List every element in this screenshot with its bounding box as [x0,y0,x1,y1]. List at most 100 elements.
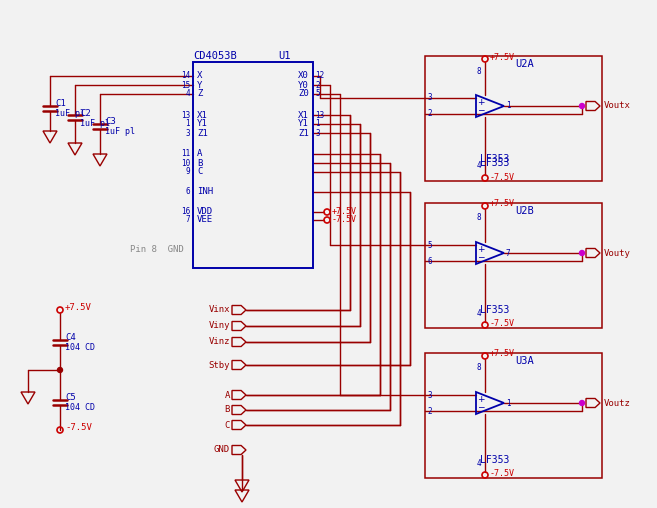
Text: U1: U1 [278,51,290,61]
Text: 1uF pl: 1uF pl [55,110,85,118]
Text: Y: Y [197,80,202,89]
Text: A: A [197,149,202,158]
Text: Z0: Z0 [298,89,309,99]
Text: Vinz: Vinz [208,337,230,346]
Text: Y1: Y1 [298,119,309,129]
Text: C5: C5 [65,394,76,402]
Text: +7.5V: +7.5V [490,350,515,359]
Text: U2A: U2A [515,59,533,69]
Text: 10: 10 [181,158,190,168]
Bar [425,353,602,478]
Text: Voutx: Voutx [604,102,631,111]
Text: 6: 6 [185,187,190,197]
Circle shape [579,400,585,405]
Text: Vouty: Vouty [604,248,631,258]
Text: 9: 9 [185,168,190,176]
Text: 104 CD: 104 CD [65,403,95,412]
Text: C: C [197,168,202,176]
Text: Z1: Z1 [197,129,208,138]
Text: B: B [225,405,230,415]
Text: 3: 3 [427,391,432,399]
Text: Viny: Viny [208,322,230,331]
Text: Z1: Z1 [298,129,309,138]
Text: 8: 8 [476,213,481,223]
Text: GND: GND [214,446,230,455]
Text: Y0: Y0 [298,80,309,89]
Text: 3: 3 [427,93,432,103]
Text: 1: 1 [185,119,190,129]
Text: CD4053B: CD4053B [193,51,237,61]
Text: C2: C2 [80,109,91,117]
Text: B: B [197,158,202,168]
Text: X1: X1 [298,111,309,119]
Text: LF353: LF353 [480,158,509,168]
Text: +7.5V: +7.5V [490,52,515,61]
Bar [425,203,602,328]
Text: Y1: Y1 [197,119,208,129]
Text: 4: 4 [476,459,481,467]
Text: 14: 14 [181,72,190,80]
Text: -7.5V: -7.5V [490,320,515,329]
Text: -7.5V: -7.5V [65,424,92,432]
Text: U3A: U3A [515,356,533,366]
Text: +: + [477,395,485,403]
Text: 8: 8 [476,364,481,372]
Text: +: + [477,244,485,253]
Text: LF353: LF353 [480,305,509,315]
Text: 1uF pl: 1uF pl [80,118,110,128]
Text: C1: C1 [55,100,66,109]
Text: +7.5V: +7.5V [490,200,515,208]
Text: X0: X0 [298,72,309,80]
Text: 13: 13 [315,111,325,119]
Text: C4: C4 [65,333,76,342]
Text: VEE: VEE [197,215,213,225]
Text: Stby: Stby [208,361,230,369]
Text: 1: 1 [506,398,510,407]
Bar [193,62,313,268]
Text: +7.5V: +7.5V [332,207,357,216]
Text: −: − [477,106,485,114]
Text: 1: 1 [506,102,510,111]
Text: −: − [477,402,485,411]
Text: 4: 4 [476,308,481,318]
Text: 4: 4 [476,162,481,171]
Text: INH: INH [197,187,213,197]
Text: 7: 7 [506,248,510,258]
Text: -7.5V: -7.5V [490,469,515,479]
Text: -7.5V: -7.5V [490,173,515,181]
Text: 5: 5 [427,240,432,249]
Text: 7: 7 [185,215,190,225]
Text: A: A [225,391,230,399]
Text: 8: 8 [476,67,481,76]
Text: LF353: LF353 [480,154,509,164]
Text: 12: 12 [315,72,325,80]
Text: 16: 16 [181,207,190,216]
Text: 13: 13 [181,111,190,119]
Text: X: X [197,72,202,80]
Text: 2: 2 [315,80,319,89]
Text: Z: Z [197,89,202,99]
Text: C: C [225,421,230,429]
Text: −: − [477,252,485,262]
Text: 1: 1 [315,119,319,129]
Text: 11: 11 [181,149,190,158]
Text: 2: 2 [427,110,432,118]
Circle shape [579,104,585,109]
Bar [425,56,602,181]
Text: 5: 5 [315,89,319,99]
Text: 104 CD: 104 CD [65,343,95,353]
Text: U2B: U2B [515,206,533,216]
Text: +7.5V: +7.5V [65,303,92,312]
Text: 3: 3 [185,129,190,138]
Text: X1: X1 [197,111,208,119]
Text: LF353: LF353 [480,455,509,465]
Text: 2: 2 [427,406,432,416]
Text: 15: 15 [181,80,190,89]
Text: 1uF pl: 1uF pl [105,128,135,137]
Text: 6: 6 [427,257,432,266]
Text: +: + [477,98,485,107]
Circle shape [58,367,62,372]
Text: Pin 8  GND: Pin 8 GND [130,245,184,255]
Text: Vinx: Vinx [208,305,230,314]
Text: VDD: VDD [197,207,213,216]
